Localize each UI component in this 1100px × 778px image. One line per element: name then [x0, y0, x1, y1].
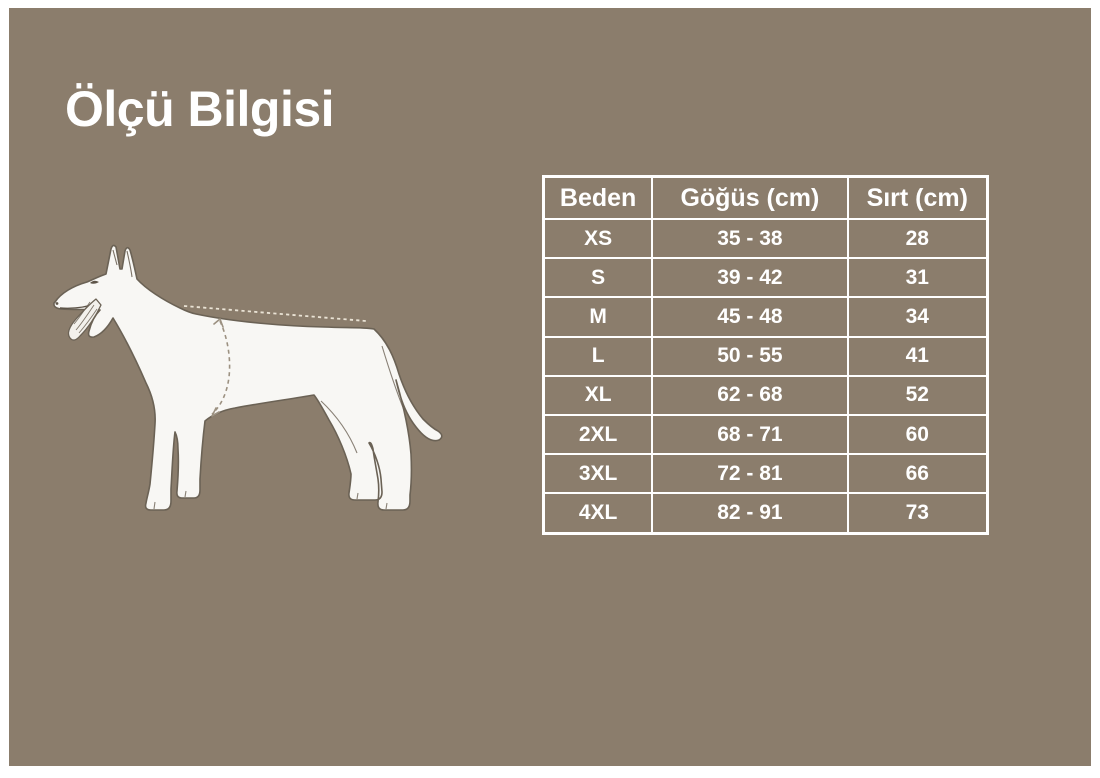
table-row: L 50 - 55 41: [542, 335, 989, 377]
back-cell: 73: [846, 492, 989, 535]
dog-tongue-hatching: [73, 301, 98, 334]
table-row: M 45 - 48 34: [542, 296, 989, 338]
chest-cell: 82 - 91: [651, 492, 849, 535]
dog-nose: [55, 302, 59, 305]
size-cell: 4XL: [542, 492, 654, 535]
page-title: Ölçü Bilgisi: [65, 80, 335, 137]
dog-measurement-diagram: [53, 244, 443, 511]
size-cell: L: [542, 335, 654, 377]
dog-body-shape: [53, 244, 443, 511]
dog-inner-ear-lines: [112, 249, 133, 278]
chest-cell: 39 - 42: [651, 257, 849, 299]
back-cell: 31: [846, 257, 989, 299]
size-cell: S: [542, 257, 654, 299]
dog-eye: [90, 280, 99, 284]
back-length-dashed-line: [183, 305, 367, 322]
chest-cell: 45 - 48: [651, 296, 849, 338]
back-cell: 60: [846, 414, 989, 456]
chest-cell: 68 - 71: [651, 414, 849, 456]
chest-cell: 72 - 81: [651, 453, 849, 495]
chest-girth-arrowheads: [211, 318, 224, 417]
size-chart-table: Beden Göğüs (cm) Sırt (cm) XS 35 - 38 28…: [542, 175, 989, 535]
chest-cell: 35 - 38: [651, 217, 849, 260]
chest-cell: 62 - 68: [651, 374, 849, 417]
size-cell: XS: [542, 217, 654, 260]
back-cell: 34: [846, 296, 989, 338]
column-header-back: Sırt (cm): [846, 175, 989, 220]
table-row: XL 62 - 68 52: [542, 374, 989, 417]
table-row: 3XL 72 - 81 66: [542, 453, 989, 495]
table-row: 2XL 68 - 71 60: [542, 414, 989, 456]
back-cell: 52: [846, 374, 989, 417]
chest-cell: 50 - 55: [651, 335, 849, 377]
size-cell: 2XL: [542, 414, 654, 456]
dog-contour-lines: [153, 345, 405, 510]
size-guide-canvas: Ölçü Bilgisi B: [9, 8, 1091, 766]
back-cell: 66: [846, 453, 989, 495]
column-header-chest: Göğüs (cm): [651, 175, 849, 220]
size-cell: XL: [542, 374, 654, 417]
column-header-size: Beden: [542, 175, 654, 220]
back-cell: 28: [846, 217, 989, 260]
table-row: XS 35 - 38 28: [542, 217, 989, 260]
back-cell: 41: [846, 335, 989, 377]
size-cell: M: [542, 296, 654, 338]
table-row: S 39 - 42 31: [542, 257, 989, 299]
chest-girth-dashed-arrow: [211, 320, 231, 415]
table-header-row: Beden Göğüs (cm) Sırt (cm): [542, 175, 989, 220]
size-cell: 3XL: [542, 453, 654, 495]
dog-illustration: [39, 229, 469, 534]
table-row: 4XL 82 - 91 73: [542, 492, 989, 535]
